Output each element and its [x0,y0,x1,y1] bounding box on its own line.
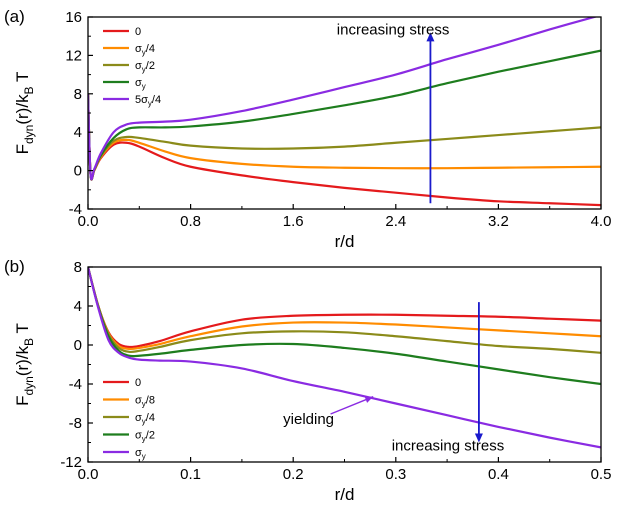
legend: 0 σy/4 σy/2 σy 5σy/4 [103,26,161,108]
y-axis-label: Fdyn(r)/kB T [13,323,36,406]
x-tick-label: 3.2 [488,213,509,230]
y-tick-label: 12 [65,47,82,64]
series-line [88,17,599,181]
series-group [88,17,601,207]
x-axis-label: r/d [335,232,355,251]
y-axis-label: Fdyn(r)/kB T [13,72,36,155]
x-tick-label: 0.4 [488,466,509,483]
y-tick-label: -4 [69,376,82,393]
panel-label: (a) [4,7,25,26]
legend-label: 5σy/4 [135,94,161,108]
y-tick-label: 16 [65,9,82,26]
x-tick-label: 0.8 [180,213,201,230]
x-tick-label: 0.1 [180,466,201,483]
legend-label: σy/4 [135,43,155,57]
legend-label: σy/2 [135,60,155,74]
y-tick-label: 8 [74,259,82,276]
y-tick-label: 8 [74,86,82,103]
legend-label: σy [135,77,146,91]
y-tick-label: -8 [69,415,82,432]
annotation-text: increasing stress [337,21,450,38]
legend-label: σy/8 [135,395,155,409]
series-group [88,267,601,449]
plot-frame [87,16,602,210]
stress-arrow-head [474,433,483,443]
y-tick-label: -12 [60,454,82,471]
y-tick-label: -4 [69,201,82,218]
legend-label: 0 [135,377,141,389]
x-tick-label: 0.2 [283,466,304,483]
legend: 0 σy/8 σy/4 σy/2 σy [103,377,155,461]
series-line [88,267,601,386]
panel-label: (b) [4,257,25,276]
annotation-text: yielding [283,411,334,428]
x-tick-label: 0.0 [78,213,99,230]
legend-label: 0 [135,26,141,38]
x-tick-label: 2.4 [385,213,406,230]
y-tick-label: 0 [74,337,82,354]
series-line [88,267,601,354]
series-line [88,267,601,349]
x-tick-label: 0.0 [78,466,99,483]
series-line [88,267,601,449]
y-tick-label: 4 [74,124,82,141]
legend-label: σy/2 [135,430,155,444]
series-line [88,93,601,181]
series-line [88,267,601,351]
panel-b: 0.0 0.1 0.2 0.3 0.4 0.5 -12 -8 -4 0 4 8 r/d Fdyn(r)/k… [4,257,611,504]
y-tick-label: 4 [74,298,82,315]
x-tick-label: 4.0 [591,213,612,230]
stress-arrow-head [426,32,435,42]
annotation-text: increasing stress [392,437,505,454]
legend-label: σy/4 [135,412,155,426]
x-tick-label: 1.6 [283,213,304,230]
panel-a: 0.0 0.8 1.6 2.4 3.2 4.0 -4 0 4 8 12 16 r/d Fdyn(r)/kB… [4,7,611,251]
series-line [88,49,601,181]
series-line [88,93,601,207]
x-tick-label: 0.3 [385,466,406,483]
legend-label: σy [135,447,146,461]
y-tick-label: 0 [74,163,82,180]
yielding-arrow-head [364,396,374,403]
x-axis-label: r/d [335,485,355,504]
x-tick-label: 0.5 [591,466,612,483]
